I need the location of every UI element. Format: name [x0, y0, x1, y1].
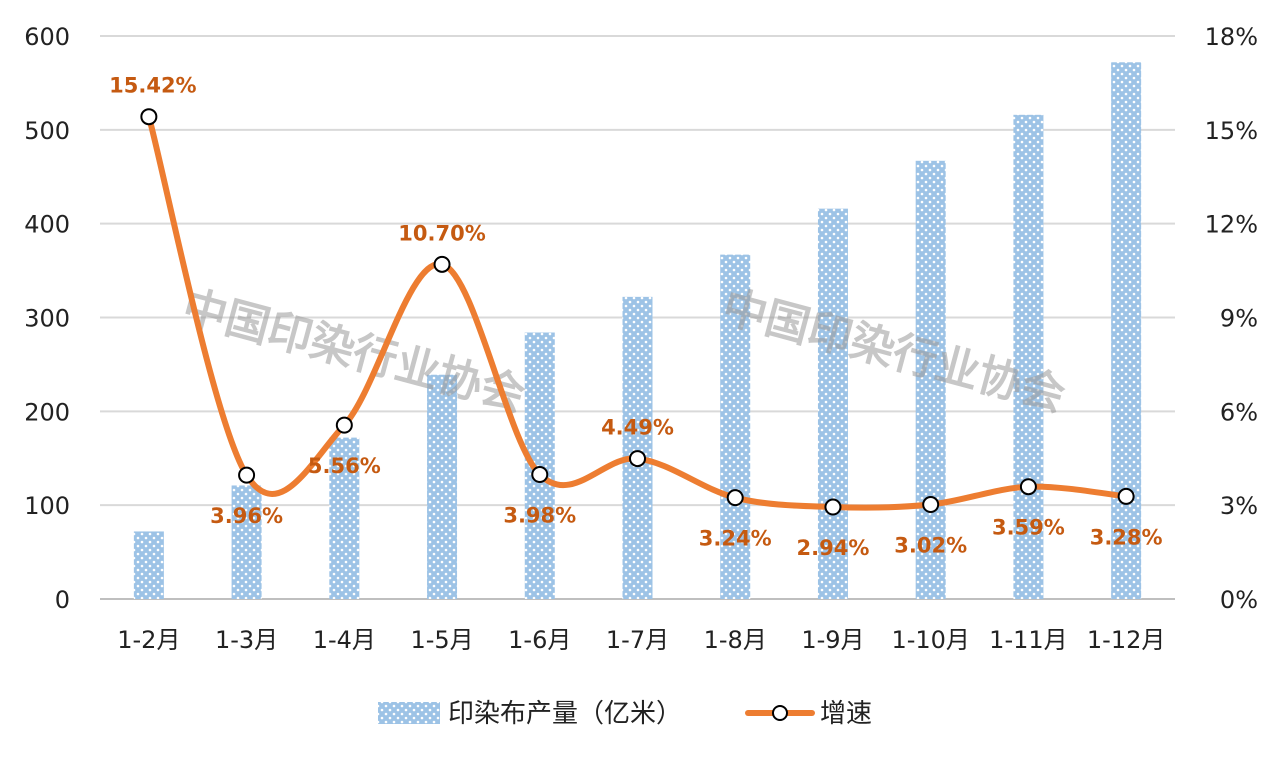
line-marker: [726, 489, 744, 507]
legend: 印染布产量（亿米） 增速: [378, 699, 872, 729]
y-left-tick-label: 500: [24, 117, 70, 145]
line-marker: [1117, 487, 1135, 505]
data-label: 4.49%: [601, 416, 674, 440]
data-label: 2.94%: [797, 536, 870, 560]
bar: [817, 208, 848, 600]
line-marker: [433, 255, 451, 273]
y-right-tick-label: 18%: [1205, 23, 1258, 51]
y-right-tick-label: 12%: [1205, 211, 1258, 239]
line-marker: [531, 466, 549, 484]
bar: [622, 296, 653, 599]
bar: [427, 374, 458, 599]
y-left-tick-label: 200: [24, 398, 70, 426]
data-label: 3.02%: [894, 534, 967, 558]
bar: [133, 531, 164, 599]
legend-bar-label: 印染布产量（亿米）: [448, 699, 682, 729]
y-right-tick-label: 6%: [1220, 398, 1258, 426]
x-tick-label: 1-9月: [801, 626, 864, 654]
y-right-tick-label: 15%: [1205, 117, 1258, 145]
y-right-tick-label: 9%: [1220, 305, 1258, 333]
axes: 0 100 200 300 400 500 600 0% 3% 6% 9% 12% 15% 18% 1-2月…: [24, 23, 1258, 654]
legend-bar-swatch: [378, 702, 440, 724]
y-left-tick-label: 600: [24, 23, 70, 51]
bar-series: [133, 62, 1142, 600]
data-label: 3.98%: [503, 504, 576, 528]
legend-line-label: 增速: [820, 699, 872, 729]
data-label: 15.42%: [109, 74, 196, 98]
line-marker: [140, 108, 158, 126]
data-label: 3.96%: [210, 504, 283, 528]
bar: [1013, 114, 1044, 599]
line-marker: [335, 416, 353, 434]
bar: [915, 160, 946, 599]
line-marker: [629, 450, 646, 468]
bar: [720, 254, 751, 600]
x-tick-label: 1-10月: [891, 626, 969, 654]
x-tick-label: 1-3月: [215, 626, 278, 654]
x-tick-label: 1-7月: [606, 626, 669, 654]
data-label: 3.24%: [699, 527, 772, 551]
x-tick-label: 1-8月: [704, 626, 767, 654]
x-tick-label: 1-4月: [313, 626, 376, 654]
y-left-tick-label: 0: [55, 586, 70, 614]
watermark-text: 中国印染行业协会: [177, 281, 530, 421]
x-tick-label: 1-2月: [117, 626, 180, 654]
bar: [329, 437, 360, 599]
line-marker: [824, 498, 842, 516]
data-label: 3.59%: [992, 516, 1065, 540]
x-tick-label: 1-5月: [410, 626, 473, 654]
y-left-tick-label: 100: [24, 492, 70, 520]
bar: [231, 485, 262, 599]
line-series: 15.42% 3.96% 5.56% 10.70% 3.98% 4.49% 3.24% 2.9…: [109, 74, 1162, 560]
data-label: 5.56%: [308, 454, 381, 478]
x-tick-label: 1-6月: [508, 626, 571, 654]
data-label: 10.70%: [398, 221, 485, 245]
bar: [1111, 62, 1142, 600]
line-marker: [922, 496, 940, 514]
y-right-tick-label: 0%: [1220, 586, 1258, 614]
line-marker: [1019, 478, 1037, 496]
x-tick-label: 1-12月: [1087, 626, 1165, 654]
y-left-tick-label: 300: [24, 305, 70, 333]
y-right-tick-label: 3%: [1220, 492, 1258, 520]
x-tick-label: 1-11月: [989, 626, 1067, 654]
legend-line-marker: [772, 705, 788, 721]
line-marker: [238, 466, 256, 484]
y-left-tick-label: 400: [24, 211, 70, 239]
data-label: 3.28%: [1090, 525, 1163, 549]
